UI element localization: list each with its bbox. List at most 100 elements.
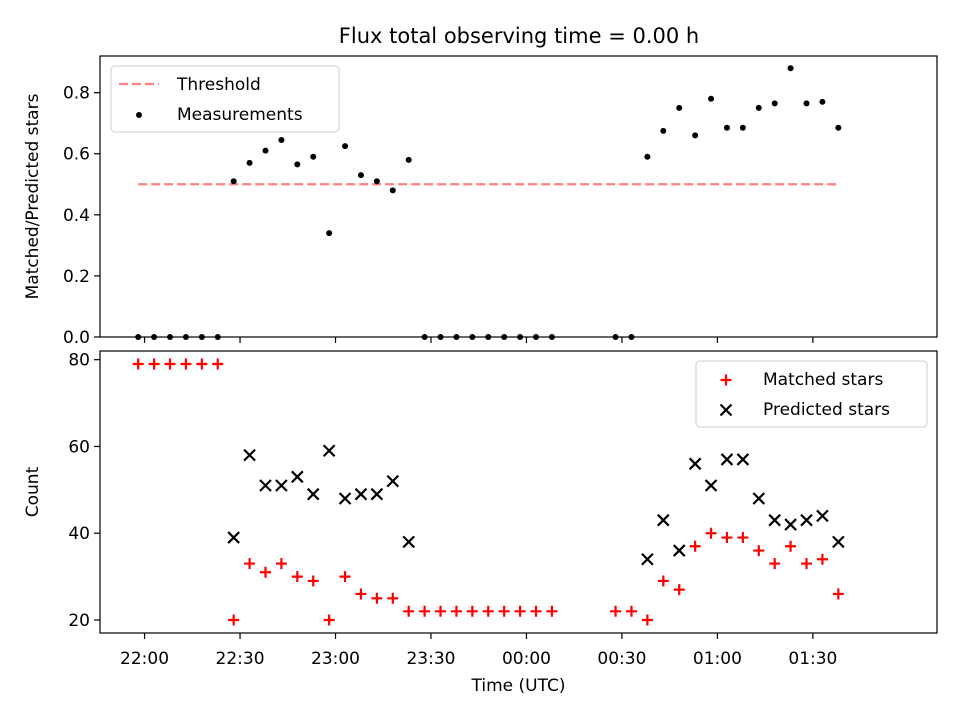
measurement-point — [230, 178, 237, 185]
matched-star-point — [196, 358, 208, 370]
matched-star-point — [769, 558, 781, 570]
measurement-point — [214, 334, 221, 340]
x-tick-label: 01:30 — [788, 649, 837, 669]
measurement-point — [676, 104, 683, 111]
matched-star-point — [689, 540, 701, 552]
x-axis-label: Time (UTC) — [471, 676, 566, 696]
predicted-star-point — [657, 513, 670, 527]
y-tick-label: 20 — [68, 611, 90, 631]
measurement-point — [485, 334, 492, 340]
predicted-star-point — [306, 487, 320, 501]
bottom-legend-box — [695, 360, 928, 428]
matched-star-point — [228, 614, 240, 626]
matched-star-point — [482, 605, 494, 617]
measurement-point — [198, 334, 205, 340]
predicted-star-point — [370, 487, 384, 501]
matched-star-point — [307, 575, 319, 587]
measurement-point — [135, 334, 142, 340]
matched-star-point — [737, 532, 749, 544]
legend-measurement-swatch — [136, 112, 142, 118]
predicted-star-point — [354, 487, 368, 501]
top-panel: 0.0 0.2 0.4 0.6 0.8 Matched/Predicted stars Th… — [23, 55, 938, 348]
matched-star-point — [801, 558, 813, 570]
measurement-point — [373, 178, 380, 185]
predicted-star-point — [227, 531, 240, 544]
measurement-point — [835, 124, 842, 131]
predicted-star-point — [672, 544, 686, 557]
matched-star-point — [530, 605, 542, 617]
predicted-star-point — [291, 470, 304, 484]
matched-star-point — [641, 614, 653, 626]
legend-measurement-label: Measurements — [177, 105, 303, 125]
predicted-star-point — [688, 457, 702, 471]
matched-star-point — [610, 605, 622, 617]
measurement-point — [501, 334, 508, 340]
matched-star-point — [705, 527, 717, 539]
legend-matched-label: Matched stars — [763, 370, 883, 390]
matched-star-point — [785, 540, 797, 552]
measurement-point — [262, 147, 269, 154]
predicted-star-point — [720, 453, 734, 466]
matched-star-point — [291, 571, 303, 583]
measurement-point — [517, 334, 524, 340]
bottom-panel: 20 40 60 80 22:00 22:30 23:00 23:30 00:00 00:30 01… — [23, 350, 938, 696]
x-tick-label: 01:00 — [693, 649, 742, 669]
x-tick-label: 22:00 — [120, 649, 169, 669]
matched-star-point — [371, 592, 383, 604]
measurement-point — [612, 334, 619, 340]
matched-star-point — [625, 605, 637, 617]
legend-matched-swatch — [720, 374, 732, 386]
matched-star-point — [435, 605, 447, 617]
x-tick-label: 00:00 — [502, 649, 551, 669]
matched-star-point — [164, 358, 176, 370]
legend-predicted-label: Predicted stars — [763, 400, 890, 420]
matched-star-point — [180, 358, 192, 370]
matched-star-point — [132, 358, 144, 370]
predicted-star-point — [338, 492, 352, 505]
measurement-point — [310, 153, 317, 160]
measurement-point — [723, 124, 730, 131]
measurement-point — [357, 172, 364, 179]
predicted-star-point — [641, 552, 654, 566]
legend-predicted-swatch — [719, 403, 733, 417]
y-tick-label: 80 — [68, 351, 90, 371]
predicted-star-point — [386, 474, 400, 488]
y-axis-label: Matched/Predicted stars — [23, 93, 43, 299]
measurement-point — [453, 334, 460, 340]
matched-star-point — [657, 575, 669, 587]
matched-star-point — [514, 605, 526, 617]
measurement-point — [819, 98, 826, 105]
matched-star-point — [148, 358, 160, 370]
matched-star-point — [673, 584, 685, 596]
top-legend-box — [110, 65, 340, 133]
measurement-point — [628, 334, 635, 340]
matched-star-point — [355, 588, 367, 600]
predicted-star-point — [259, 479, 272, 492]
matched-star-point — [546, 605, 558, 617]
predicted-star-point — [784, 518, 797, 531]
matched-star-point — [721, 532, 733, 544]
predicted-star-point — [736, 453, 750, 466]
measurement-point — [421, 334, 428, 340]
measurement-point — [342, 143, 349, 150]
predicted-star-point — [768, 513, 781, 527]
measurement-point — [533, 334, 540, 340]
predicted-star-point — [322, 444, 336, 458]
measurement-point — [739, 124, 746, 131]
matched-star-point — [466, 605, 478, 617]
top-chart-title: Flux total observing time = 0.00 h — [339, 24, 699, 48]
predicted-star-point — [832, 535, 845, 549]
x-tick-label: 23:00 — [311, 649, 360, 669]
matched-star-point — [244, 558, 256, 570]
measurement-point — [644, 153, 651, 160]
matched-star-point — [832, 588, 844, 600]
measurement-point — [246, 159, 253, 166]
matched-star-point — [339, 571, 351, 583]
y-tick-label: 0.8 — [63, 84, 90, 104]
predicted-star-point — [402, 535, 415, 549]
x-tick-label: 22:30 — [216, 649, 265, 669]
predicted-star-point — [800, 513, 813, 527]
measurement-point — [437, 334, 444, 340]
y-tick-label: 40 — [68, 524, 90, 544]
measurement-point — [151, 334, 158, 340]
